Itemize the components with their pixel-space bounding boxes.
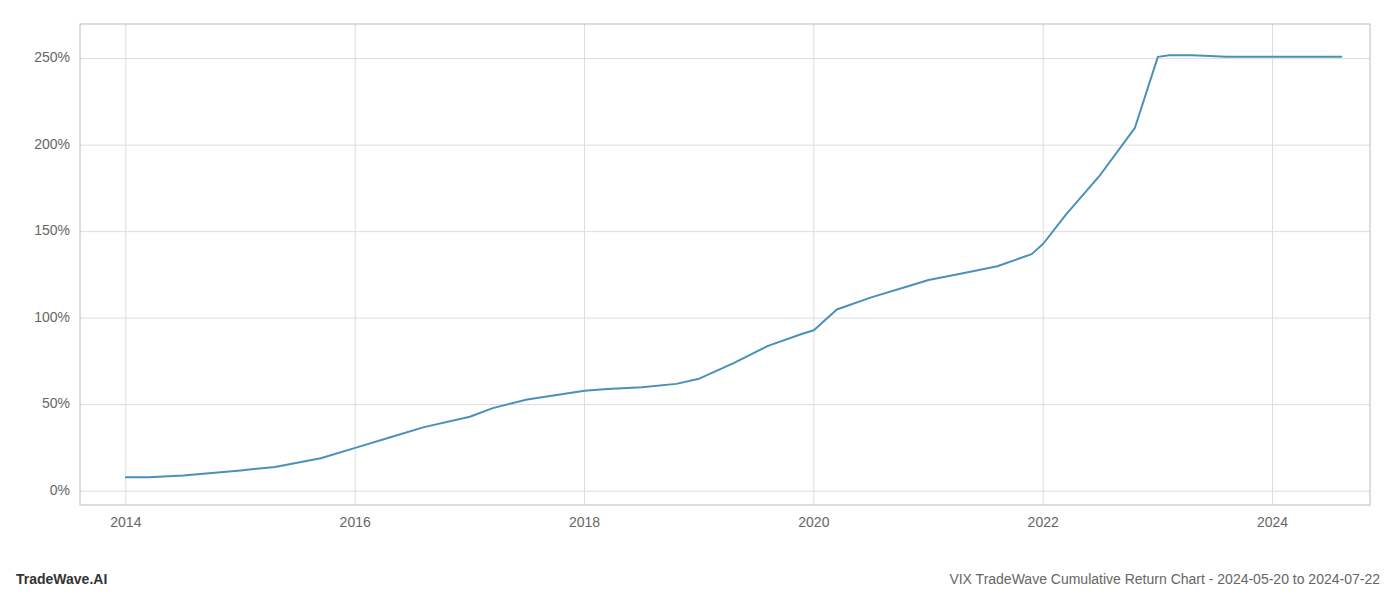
title: VIX TradeWave Cumulative Return Chart - … [949, 571, 1380, 587]
x-tick-label: 2016 [340, 514, 371, 530]
line [126, 55, 1341, 477]
x-tick-label: 2024 [1257, 514, 1288, 530]
y-grid-line [80, 58, 1370, 59]
x-tick-label: 2014 [110, 514, 141, 530]
y-tick-label: 250% [34, 49, 70, 65]
x-grid-line [813, 24, 814, 505]
x-grid-line [125, 24, 126, 505]
x-grid-line [584, 24, 585, 505]
series [126, 55, 1341, 477]
y-grid-line [80, 231, 1370, 232]
y-tick-label: 0% [50, 482, 70, 498]
x-tick-label: 2018 [569, 514, 600, 530]
x-grid-line [1043, 24, 1044, 505]
y-tick-label: 200% [34, 136, 70, 152]
y-tick-label: 150% [34, 222, 70, 238]
plot-frame [80, 24, 1370, 505]
x-grid-line [355, 24, 356, 505]
chart: 0% 50% 100% 150% 200% 250% 2014 2016 2018 2020 202… [0, 0, 1400, 600]
watermark: TradeWave.AI [16, 571, 107, 587]
y-grid-line [80, 404, 1370, 405]
y-tick-label: 100% [34, 309, 70, 325]
y-tick-label: 50% [42, 395, 70, 411]
x-grid-line [1272, 24, 1273, 505]
grid [80, 24, 1370, 505]
axes: 0% 50% 100% 150% 200% 250% 2014 2016 2018 2020 202… [34, 24, 1370, 530]
x-tick-label: 2020 [798, 514, 829, 530]
y-grid-line [80, 145, 1370, 146]
y-grid-line [80, 491, 1370, 492]
x-tick-label: 2022 [1028, 514, 1059, 530]
y-grid-line [80, 318, 1370, 319]
